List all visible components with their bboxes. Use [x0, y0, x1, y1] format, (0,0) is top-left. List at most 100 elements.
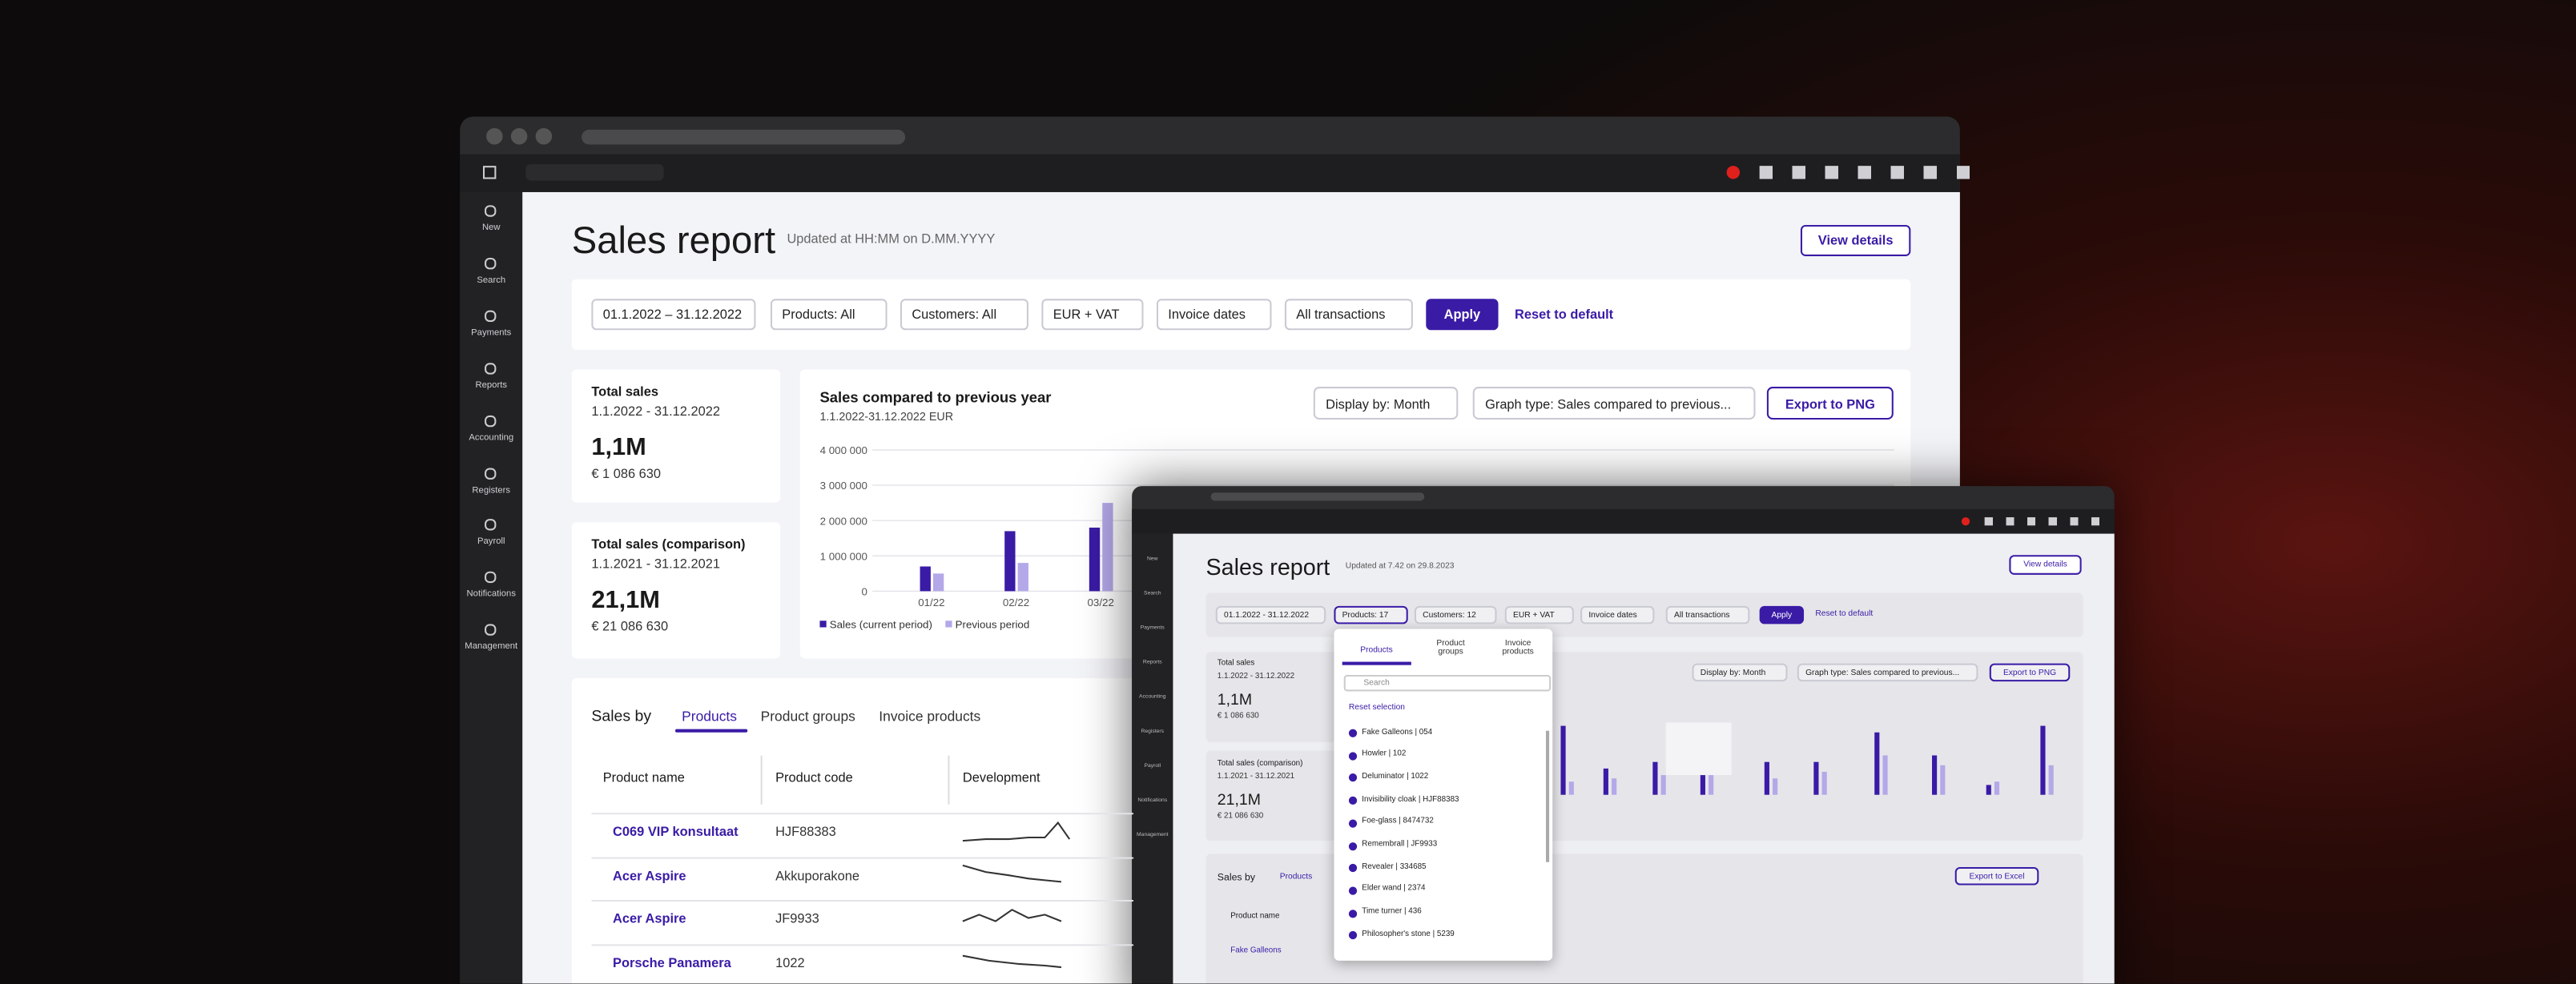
- checkbox[interactable]: [1348, 751, 1358, 760]
- nav-label[interactable]: Search: [477, 275, 506, 286]
- search-field[interactable]: [525, 164, 664, 181]
- product-name[interactable]: Porsche Panamera: [613, 954, 731, 970]
- checkbox[interactable]: [1348, 729, 1358, 737]
- alert-icon[interactable]: [1726, 166, 1741, 179]
- nav-icon[interactable]: [485, 572, 497, 584]
- tab[interactable]: Product groups: [760, 707, 855, 725]
- nav-label[interactable]: Payments: [471, 327, 512, 339]
- reset-selection[interactable]: Reset selection: [1348, 702, 1406, 713]
- reset-link[interactable]: Reset to default: [1815, 608, 1874, 620]
- nav-label[interactable]: Reports: [1142, 658, 1162, 665]
- kpi-period: 1.1.2022 - 31.12.2022: [1217, 673, 1295, 682]
- dropdown-tab[interactable]: Product groups: [1436, 638, 1465, 657]
- view-details-button[interactable]: View details: [1800, 224, 1911, 256]
- export-label[interactable]: Export to PNG: [1785, 398, 1875, 412]
- export-button[interactable]: Export to PNG: [1989, 663, 2071, 682]
- nav-label[interactable]: Accounting: [1139, 693, 1166, 700]
- toolbar-icons[interactable]: [1759, 166, 1990, 179]
- checkbox[interactable]: [1348, 909, 1358, 918]
- apply-button[interactable]: Apply: [1426, 299, 1499, 331]
- dropdown-label[interactable]: Graph type: Sales compared to previous..…: [1485, 398, 1731, 412]
- dropdown-item[interactable]: Revealer | 334685: [1362, 863, 1427, 872]
- y-tick-label: 4 000 000: [820, 444, 867, 456]
- nav-label[interactable]: Search: [1144, 589, 1161, 596]
- dropdown-item[interactable]: Invisibility cloak | HJF88383: [1362, 795, 1459, 805]
- checkbox[interactable]: [1348, 773, 1358, 783]
- nav-label[interactable]: Management: [465, 642, 518, 653]
- filter-chip[interactable]: Products: All: [770, 299, 888, 331]
- nav-icon[interactable]: [485, 362, 497, 374]
- tab[interactable]: Invoice products: [879, 707, 981, 725]
- dropdown[interactable]: Display by: Month: [1692, 663, 1788, 682]
- row-divider: [591, 856, 1134, 858]
- checkbox[interactable]: [1348, 886, 1358, 895]
- dropdown-item[interactable]: Deluminator | 1022: [1362, 773, 1429, 782]
- dropdown-tab[interactable]: Products: [1360, 645, 1393, 656]
- nav-label[interactable]: Payroll: [477, 537, 505, 548]
- dropdown[interactable]: Graph type: Sales compared to previous..…: [1797, 663, 1978, 682]
- filter-chip[interactable]: 01.1.2022 - 31.12.2022: [1215, 605, 1326, 625]
- export-button[interactable]: Export to Excel: [1954, 866, 2039, 886]
- alert-icon[interactable]: [1961, 517, 1970, 526]
- nav-label[interactable]: New: [1146, 555, 1158, 562]
- nav-label[interactable]: Accounting: [469, 432, 514, 443]
- filter-chip[interactable]: Invoice dates: [1580, 605, 1655, 625]
- nav-icon[interactable]: [485, 205, 497, 217]
- filter-chip[interactable]: Products: 17: [1334, 605, 1408, 625]
- filter-chip[interactable]: Invoice dates: [1156, 299, 1272, 331]
- nav-label[interactable]: Registers: [1141, 727, 1165, 734]
- filter-chip[interactable]: Customers: 12: [1414, 605, 1497, 625]
- nav-icon[interactable]: [485, 257, 497, 270]
- checkbox[interactable]: [1348, 864, 1358, 873]
- checkbox[interactable]: [1348, 819, 1358, 828]
- view-details-button[interactable]: View details: [2009, 555, 2082, 575]
- nav-label[interactable]: Payroll: [1144, 761, 1161, 769]
- product-name[interactable]: C069 VIP konsultaat: [613, 824, 739, 840]
- toolbar-icons[interactable]: [1984, 517, 2110, 526]
- tab[interactable]: Products: [1279, 872, 1313, 882]
- nav-icon[interactable]: [485, 624, 497, 637]
- nav-label[interactable]: Payments: [1140, 624, 1165, 631]
- filter-chip[interactable]: EUR + VAT: [1041, 299, 1144, 331]
- filter-chip[interactable]: EUR + VAT: [1504, 605, 1574, 625]
- filter-chip[interactable]: All transactions: [1665, 605, 1750, 625]
- home-icon[interactable]: [482, 166, 497, 179]
- kpi-label: Total sales: [591, 384, 658, 400]
- filter-chip[interactable]: 01.1.2022 – 31.12.2022: [591, 299, 756, 331]
- nav-icon[interactable]: [485, 415, 497, 427]
- dropdown-item[interactable]: Elder wand | 2374: [1362, 886, 1426, 894]
- tab[interactable]: Products: [682, 707, 737, 725]
- reset-link[interactable]: Reset to default: [1515, 307, 1614, 322]
- nav-icon[interactable]: [485, 467, 497, 479]
- product-name[interactable]: Acer Aspire: [613, 867, 686, 883]
- filter-chip[interactable]: Customers: All: [900, 299, 1028, 331]
- dropdown-item[interactable]: Philosopher's stone | 5239: [1362, 930, 1455, 939]
- nav-label[interactable]: Notifications: [466, 589, 516, 600]
- dropdown-label[interactable]: Display by: Month: [1326, 398, 1430, 412]
- bar: [932, 573, 944, 592]
- dropdown-item[interactable]: Foe-glass | 8474732: [1362, 818, 1434, 827]
- sparkline: [962, 909, 1062, 922]
- nav-icon[interactable]: [485, 519, 497, 532]
- nav-label[interactable]: Notifications: [1137, 796, 1168, 803]
- dropdown-item[interactable]: Time turner | 436: [1362, 908, 1422, 917]
- dropdown-item[interactable]: Remembrall | JF9933: [1362, 841, 1438, 849]
- nav-label[interactable]: New: [481, 223, 501, 234]
- dropdown-item[interactable]: Fake Galleons | 054: [1362, 728, 1433, 737]
- search-field[interactable]: [1343, 674, 1552, 692]
- nav-icon[interactable]: [485, 310, 497, 322]
- checkbox[interactable]: [1348, 841, 1358, 850]
- bar: [1102, 503, 1113, 592]
- checkbox[interactable]: [1348, 931, 1358, 940]
- dropdown-item[interactable]: Howler | 102: [1362, 750, 1407, 759]
- page-title: Sales report: [1205, 553, 1330, 580]
- product-name[interactable]: Acer Aspire: [613, 911, 686, 926]
- nav-label[interactable]: Registers: [472, 485, 511, 496]
- dropdown-tab[interactable]: Invoice products: [1502, 638, 1534, 657]
- nav-label[interactable]: Reports: [475, 380, 507, 391]
- nav-label[interactable]: Management: [1137, 830, 1169, 838]
- apply-button[interactable]: Apply: [1759, 605, 1805, 625]
- product-name[interactable]: Fake Galleons: [1230, 947, 1282, 956]
- filter-chip[interactable]: All transactions: [1284, 299, 1413, 331]
- checkbox[interactable]: [1348, 796, 1358, 805]
